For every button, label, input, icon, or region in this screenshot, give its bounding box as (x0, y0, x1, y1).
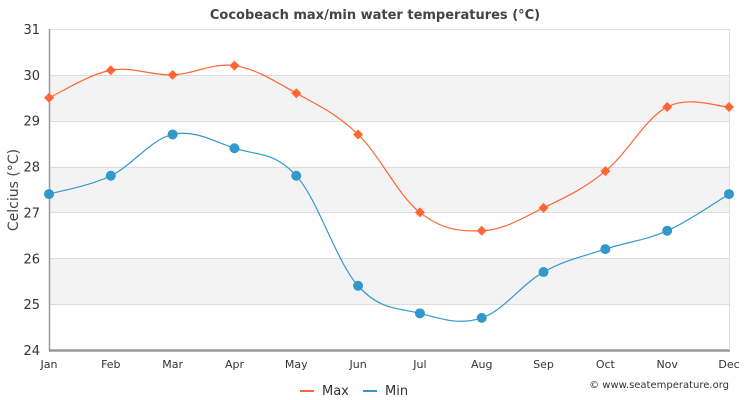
y-tick-label: 25 (23, 298, 40, 313)
legend-max-label[interactable]: Max (322, 384, 349, 399)
data-point-max[interactable] (229, 60, 240, 71)
y-tick-label: 31 (23, 23, 40, 38)
data-point-max[interactable] (600, 166, 611, 177)
x-tick-label: Sep (533, 358, 554, 371)
legend-min-label[interactable]: Min (385, 384, 408, 399)
gridlines (49, 29, 729, 351)
plot-band (49, 304, 729, 350)
legend: Max Min (300, 384, 408, 399)
x-tick-label: May (285, 358, 308, 371)
data-point-max[interactable] (538, 202, 549, 213)
x-tick-label: Jul (412, 358, 426, 371)
plot-band (49, 212, 729, 259)
x-tick-label: Feb (101, 358, 120, 371)
credit-text[interactable]: © www.seatemperature.org (589, 380, 729, 391)
data-point-min[interactable] (662, 225, 673, 236)
plot-band (49, 166, 729, 213)
data-point-max[interactable] (353, 129, 364, 140)
y-tick-label: 30 (23, 69, 40, 84)
x-tick-label: Mar (162, 358, 183, 371)
data-point-min[interactable] (353, 280, 364, 291)
y-axis-ticks: 24 25 26 27 28 29 30 31 (23, 23, 40, 359)
data-point-max[interactable] (724, 101, 734, 112)
plot-band (49, 29, 729, 75)
x-tick-label: Jun (348, 358, 366, 371)
data-point-max[interactable] (291, 88, 302, 99)
data-point-min[interactable] (167, 129, 178, 140)
series-min (44, 129, 734, 323)
data-point-min[interactable] (600, 244, 611, 255)
chart-title: Cocobeach max/min water temperatures (°C… (210, 8, 540, 23)
x-tick-label: Nov (656, 358, 678, 371)
x-tick-label: Apr (225, 358, 245, 371)
x-tick-label: Dec (718, 358, 739, 371)
data-point-min[interactable] (414, 308, 425, 319)
plot-band (49, 74, 729, 121)
x-tick-label: Aug (471, 358, 492, 371)
data-point-min[interactable] (229, 143, 240, 154)
x-tick-label: Jan (40, 358, 58, 371)
data-point-max[interactable] (167, 69, 178, 80)
series-max (44, 60, 734, 236)
data-point-min[interactable] (105, 170, 116, 181)
x-tick-label: Oct (596, 358, 616, 371)
y-tick-label: 24 (23, 344, 40, 359)
y-tick-label: 27 (23, 206, 40, 221)
y-tick-label: 29 (23, 115, 40, 130)
plot-band (49, 258, 729, 305)
y-axis-label: Celcius (°C) (6, 149, 22, 231)
data-point-max[interactable] (476, 225, 487, 236)
data-point-min[interactable] (724, 189, 734, 200)
plot-background (49, 29, 729, 350)
x-axis-ticks: Jan Feb Mar Apr May Jun Jul Aug Sep Oct Nov Dec (40, 358, 740, 371)
data-point-min[interactable] (538, 267, 549, 278)
data-point-max[interactable] (414, 207, 425, 218)
data-point-min[interactable] (476, 312, 487, 323)
plot-band (49, 120, 729, 167)
series-group (44, 60, 734, 323)
data-point-min[interactable] (44, 189, 54, 200)
data-point-min[interactable] (291, 170, 302, 181)
data-point-max[interactable] (105, 65, 116, 76)
data-point-max[interactable] (662, 101, 673, 112)
data-point-max[interactable] (44, 92, 54, 103)
y-tick-label: 28 (23, 161, 40, 176)
y-tick-label: 26 (23, 252, 40, 267)
